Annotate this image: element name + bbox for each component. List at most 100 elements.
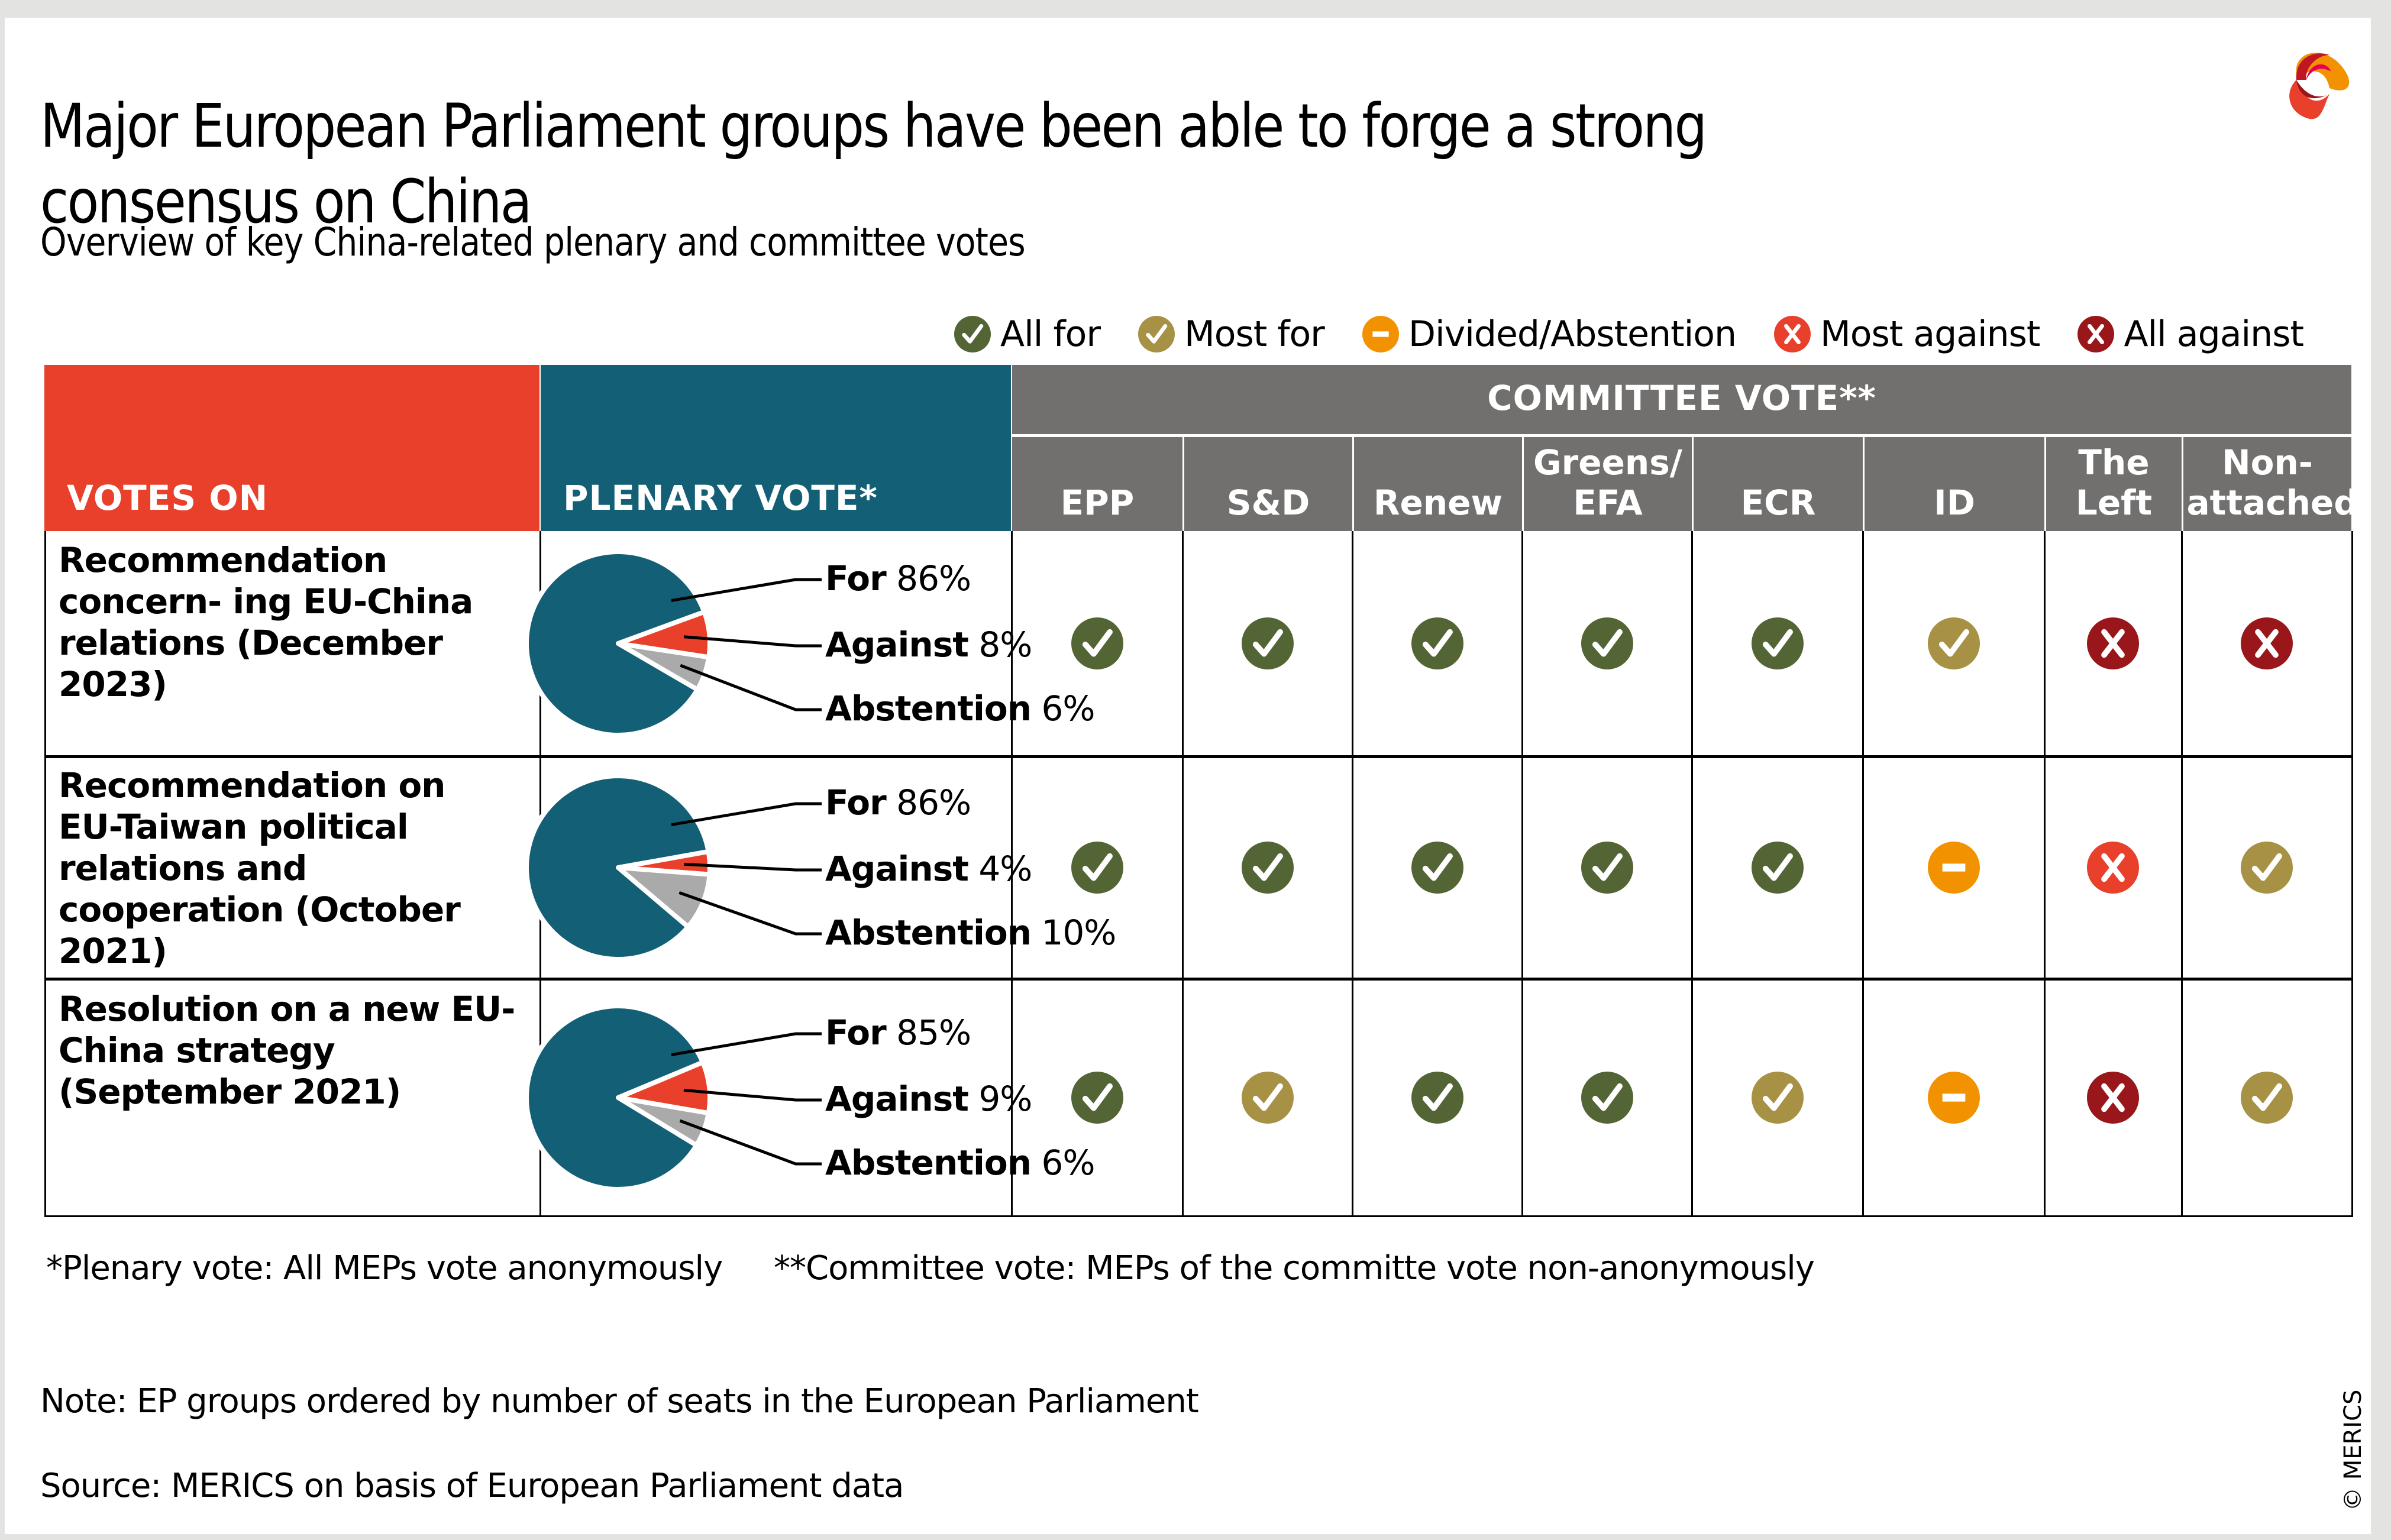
check-icon [1071,617,1123,669]
committee-vote-id-divided [1927,1072,1980,1126]
pie-label-value: 6% [1031,1143,1095,1183]
pie-leader-lines [671,802,822,936]
check-icon [1071,1072,1123,1124]
legend: All for Most for Divided/Abstention Most ag… [954,313,2304,355]
legend-label: Most against [1820,313,2040,355]
legend-item-most-for: Most for [1138,313,1325,355]
party-label: ID [1934,483,1975,523]
vote-title: Resolution on a new EU-China strategy (S… [59,989,515,1112]
footnote-plenary: *Plenary vote: All MEPs vote anonymously [46,1249,723,1287]
leader-line-against [683,1088,822,1102]
legend-label: Divided/Abstention [1408,313,1737,355]
pie-label-against: Against 9% [825,1079,1032,1119]
header-votes-on-label: VOTES ON [67,478,269,518]
page-title: Major European Parliament groups have be… [40,91,1707,238]
pie-leader-lines [671,578,822,711]
check-icon [1071,842,1123,894]
party-label: ECR [1740,483,1816,523]
pie-slice-for [524,774,711,962]
pie-label-value: 86% [886,558,971,598]
check-icon [1241,1072,1294,1124]
minus-icon [1362,316,1399,352]
pie-label-value: 10% [1031,913,1116,953]
x-icon [2087,842,2139,894]
check-icon [1411,842,1463,894]
source-text: Source: MERICS on basis of European Parl… [40,1467,904,1505]
header-plenary-vote-label: PLENARY VOTE* [563,478,878,518]
column-divider [2181,531,2183,1215]
leader-line-abstention [679,1119,822,1166]
check-icon [1241,617,1294,669]
check-icon [1411,617,1463,669]
committee-vote-greens-efa-all-for [1581,842,1633,896]
check-icon [1751,617,1804,669]
party-label: EPP [1060,483,1135,523]
header-votes-on: VOTES ON [44,365,539,531]
leader-line-against [683,635,822,647]
check-icon [1751,1072,1804,1124]
leader-line-for [671,578,822,602]
footnotes: *Plenary vote: All MEPs vote anonymously… [46,1249,1815,1287]
legend-item-most-against: Most against [1774,313,2040,355]
pie-label-value: 6% [1031,688,1095,729]
pie-label-name: Against [825,849,969,889]
party-label: Renew [1373,483,1503,523]
column-divider [1352,531,1353,1215]
header-committee-vote: COMMITTEE VOTE** [1012,365,2351,434]
votes-table: VOTES ON PLENARY VOTE* COMMITTEE VOTE** … [44,365,2358,1217]
column-divider [1862,531,1864,1215]
note-text: Note: EP groups ordered by number of sea… [40,1382,1199,1421]
header-party-greens-efa: Greens/ EFA [1524,437,1692,531]
pie-label-name: Against [825,624,969,665]
leader-line-for [671,1032,822,1057]
header-party-ecr: ECR [1694,437,1863,531]
committee-vote-ecr-most-for [1751,1072,1804,1126]
leader-line-abstention [680,664,822,711]
pie-label-abstention: Abstention 6% [825,688,1095,729]
committee-vote-non-attached-most-for [2240,842,2293,896]
pie-label-name: For [825,558,887,598]
page-subtitle: Overview of key China-related plenary an… [40,219,1026,265]
check-icon [1927,617,1980,669]
x-icon [2087,617,2139,669]
legend-item-all-for: All for [954,313,1101,355]
committee-vote-ecr-all-for [1751,842,1804,896]
check-icon [1581,1072,1633,1124]
pie-label-for: For 86% [825,782,971,823]
committee-vote-renew-all-for [1411,1072,1463,1126]
column-divider [1521,531,1523,1215]
column-divider [1691,531,1693,1215]
pie-slice-for [524,549,707,737]
minus-icon [1927,842,1980,894]
row-divider [44,755,2351,758]
committee-vote-non-attached-most-for [2240,1072,2293,1126]
pie-label-value: 4% [968,849,1032,889]
column-divider [2044,531,2046,1215]
check-icon [1751,842,1804,894]
x-icon [1774,316,1811,352]
pie-label-name: Abstention [825,913,1032,953]
check-icon [1581,842,1633,894]
legend-item-divided: Divided/Abstention [1362,313,1737,355]
party-label: Greens/ EFA [1533,442,1682,523]
pie-label-name: For [825,782,887,823]
committee-vote-the-left-all-against [2087,617,2139,672]
party-label: S&D [1226,483,1310,523]
committee-vote-non-attached-all-against [2240,617,2293,672]
committee-vote-renew-all-for [1411,842,1463,896]
committee-vote-id-most-for [1927,617,1980,672]
legend-label: All for [1000,313,1101,355]
committee-vote-ecr-all-for [1751,617,1804,672]
header-party-epp: EPP [1012,437,1182,531]
header-committee-vote-label: COMMITTEE VOTE** [1487,378,1876,418]
pie-leader-lines [671,1032,822,1166]
pie-label-name: Abstention [825,688,1032,729]
x-icon [2077,316,2115,352]
plenary-pie-chart [524,774,712,962]
plenary-pie-chart [524,1004,712,1192]
row-divider [44,978,2351,981]
check-icon [1241,842,1294,894]
column-divider [1182,531,1184,1215]
pie-label-abstention: Abstention 6% [825,1143,1095,1183]
committee-vote-s-d-all-for [1241,842,1294,896]
